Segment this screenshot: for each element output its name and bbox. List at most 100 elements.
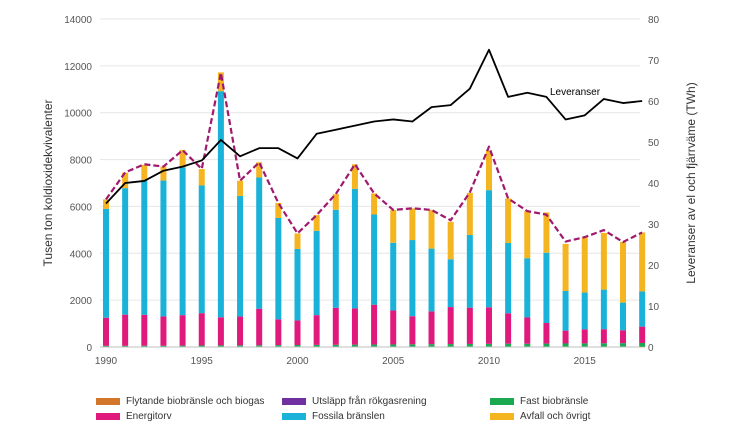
gridlines [100, 18, 640, 301]
bar-segment [390, 344, 397, 347]
bar-segment [313, 344, 320, 347]
bar-segment [620, 330, 627, 344]
bar-segment [466, 307, 473, 344]
bar-segment [198, 345, 205, 347]
y2-tick-label: 60 [648, 97, 660, 108]
y2-tick-label: 40 [648, 179, 660, 190]
bar-segment [371, 214, 378, 305]
bar-segment [371, 193, 378, 215]
x-axis-ticks: 1990 1995 2000 2005 2010 2015 [95, 356, 596, 367]
bar-segment [524, 258, 531, 318]
bar-segment [256, 177, 263, 309]
deliveries-line [105, 48, 643, 205]
y2-tick-label: 0 [648, 343, 654, 354]
bar-segment [179, 149, 186, 168]
bar-segment [543, 252, 550, 323]
bar-segment [409, 208, 416, 241]
bar-segment [409, 240, 416, 317]
bar-segment [543, 322, 550, 344]
y-tick-label: 6000 [70, 202, 93, 213]
y-axis-right-label: Leveranser av el och fjärrväme (TWh) [684, 82, 698, 283]
bar-segment [294, 345, 301, 347]
bar-segment [524, 343, 531, 347]
bar-segment [371, 304, 378, 345]
bar-segment [390, 209, 397, 243]
y-axis-left-label: Tusen ton koldioxidekvivalenter [41, 100, 55, 267]
y2-tick-label: 50 [648, 138, 660, 149]
bar-segment [466, 343, 473, 347]
bar-segment [620, 241, 627, 303]
bar-segment [524, 317, 531, 344]
bar-segment [332, 209, 339, 308]
bar-segment [428, 209, 435, 249]
bar-segment [409, 316, 416, 345]
bar-segment [332, 307, 339, 345]
bar-segment [447, 259, 454, 308]
bar-segment [620, 343, 627, 347]
bar-segment [581, 237, 588, 293]
bar-segment [141, 180, 148, 315]
bar-segment [371, 344, 378, 347]
bar-segment [447, 307, 454, 345]
bar-segment [600, 289, 607, 330]
bar-segment [160, 166, 167, 181]
bar-segment [237, 316, 244, 346]
x-tick-label: 2015 [574, 356, 597, 367]
bar-segment [332, 194, 339, 210]
bar-segment [620, 302, 627, 331]
bar-segment [141, 345, 148, 347]
bar-segment [217, 317, 224, 346]
bar-segment [447, 221, 454, 260]
bar-segment [122, 172, 129, 189]
bar-segment [179, 315, 186, 346]
bar-segment [466, 235, 473, 308]
total-emissions-line [105, 71, 643, 244]
bar-segment [600, 329, 607, 344]
bar-segment [639, 232, 646, 292]
bar-segment [141, 314, 148, 346]
bar-segment [313, 215, 320, 231]
bar-segment [543, 212, 550, 253]
bar-segment [275, 202, 282, 218]
bar-segment [160, 180, 167, 317]
bar-segment [409, 344, 416, 347]
bar-segment [179, 167, 186, 316]
y-tick-label: 14000 [64, 15, 92, 26]
bar-segment [275, 345, 282, 347]
y-tick-label: 2000 [70, 296, 93, 307]
y2-tick-label: 30 [648, 220, 660, 231]
x-tick-label: 1995 [191, 356, 214, 367]
y-tick-label: 8000 [70, 156, 93, 167]
bar-segment [103, 208, 109, 318]
bar-segment [256, 345, 263, 347]
bar-segment [122, 345, 129, 347]
bar-segment [217, 91, 224, 318]
bar-segment [505, 242, 512, 314]
bar-segment [294, 248, 301, 321]
bar-segment [122, 188, 129, 315]
bar-segment [600, 232, 607, 290]
bar-segment [179, 345, 186, 347]
bar-segment [600, 343, 607, 347]
bar-segment [505, 198, 512, 243]
bar-segment [237, 345, 244, 347]
bar-segment [160, 345, 167, 347]
bar-segment [639, 346, 646, 348]
y-tick-label: 4000 [70, 249, 93, 260]
bar-segment [447, 344, 454, 347]
bar-segment [351, 164, 358, 189]
bar-segment [485, 307, 492, 344]
bar-segment [428, 311, 435, 345]
x-tick-label: 2000 [286, 356, 309, 367]
bar-segment [275, 319, 282, 346]
bar-segment [256, 162, 263, 178]
bar-segment [103, 199, 109, 209]
bar-segment [428, 248, 435, 312]
bar-segment [122, 314, 129, 346]
x-tick-label: 2010 [478, 356, 501, 367]
bar-segment [428, 344, 435, 347]
bar-segment [639, 291, 646, 327]
y2-tick-label: 80 [648, 15, 660, 26]
y-tick-label: 0 [86, 343, 92, 354]
